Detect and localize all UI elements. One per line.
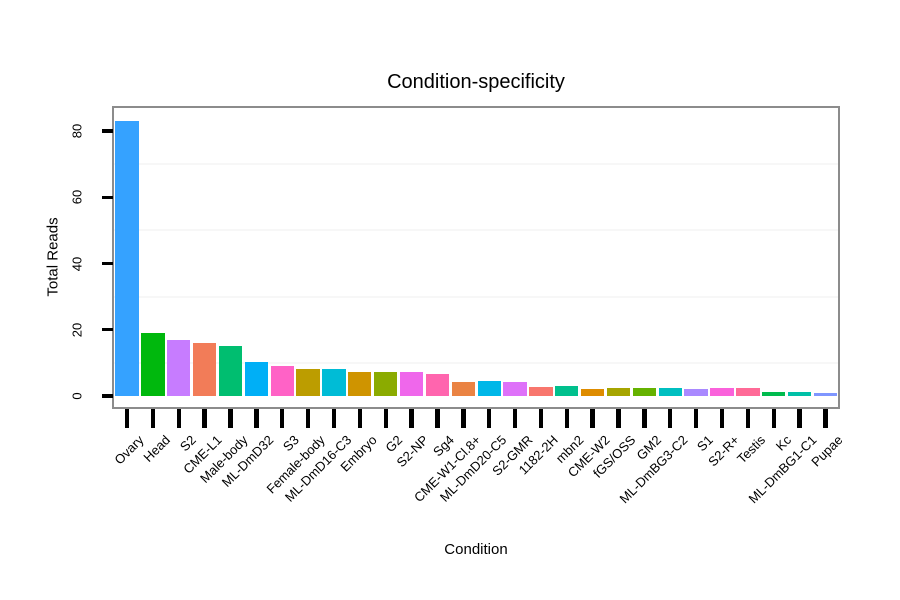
x-tick-mark	[564, 409, 569, 428]
y-tick-label: 20	[69, 322, 85, 337]
x-tick-label: Testis	[733, 432, 768, 467]
x-tick-mark	[719, 409, 725, 428]
x-tick-label: Head	[140, 432, 173, 465]
bar	[503, 381, 527, 396]
x-tick-mark	[693, 409, 699, 428]
bar	[348, 372, 372, 396]
x-tick-mark	[668, 409, 673, 428]
bar	[606, 388, 631, 396]
bar	[141, 333, 165, 396]
minor-gridline	[114, 229, 838, 232]
bar	[762, 392, 786, 396]
x-tick-label: Ovary	[111, 432, 147, 468]
x-tick-mark	[616, 409, 621, 428]
bar	[529, 387, 553, 396]
bar	[684, 389, 708, 396]
x-tick-mark	[305, 409, 311, 428]
minor-gridline	[114, 163, 838, 166]
bar	[322, 368, 346, 396]
x-tick-mark	[797, 409, 802, 428]
y-tick-mark	[101, 195, 113, 199]
x-tick-mark	[538, 409, 544, 428]
bar	[555, 385, 579, 396]
bar	[270, 366, 294, 396]
bar	[192, 343, 217, 396]
y-tick-label: 60	[69, 190, 85, 205]
x-tick-mark	[590, 409, 595, 428]
x-tick-mark	[461, 409, 466, 428]
x-tick-mark	[642, 409, 647, 428]
x-tick-mark	[202, 409, 207, 428]
y-tick-label: 80	[69, 123, 85, 139]
x-tick-mark	[486, 409, 492, 428]
x-tick-mark	[512, 409, 518, 428]
y-axis-title: Total Reads	[44, 217, 62, 297]
bar	[813, 392, 838, 396]
bar	[374, 371, 398, 396]
y-tick-mark	[101, 328, 113, 332]
x-tick-mark	[124, 409, 130, 428]
y-tick-mark	[101, 129, 113, 133]
bar	[787, 392, 812, 396]
bar	[736, 387, 760, 396]
x-tick-mark	[280, 409, 285, 428]
bar	[425, 374, 450, 396]
y-tick-mark	[101, 261, 113, 266]
bar	[710, 388, 734, 396]
bar	[296, 368, 320, 396]
x-tick-mark	[176, 409, 181, 428]
bar	[632, 388, 657, 396]
bar	[477, 380, 501, 396]
x-tick-mark	[409, 409, 414, 428]
bar	[658, 388, 682, 396]
x-tick-mark	[331, 409, 337, 428]
bar	[244, 361, 268, 396]
x-tick-mark	[771, 409, 776, 428]
bar	[581, 389, 605, 396]
x-axis-title: Condition	[444, 541, 508, 558]
bar	[167, 339, 191, 396]
y-tick-label: 40	[69, 256, 85, 271]
bar	[115, 121, 139, 396]
bar	[218, 345, 243, 396]
minor-gridline	[114, 361, 838, 364]
x-tick-mark	[254, 409, 259, 428]
chart-title: Condition-specificity	[387, 71, 565, 93]
y-tick-label: 0	[69, 392, 85, 400]
x-tick-mark	[435, 409, 440, 428]
x-tick-mark	[823, 409, 828, 428]
x-tick-mark	[357, 409, 363, 428]
y-tick-mark	[101, 394, 113, 398]
minor-gridline	[114, 295, 838, 298]
x-tick-mark	[745, 409, 751, 428]
x-tick-mark	[228, 409, 233, 428]
x-tick-mark	[150, 409, 156, 428]
x-tick-mark	[383, 409, 388, 428]
bar	[399, 371, 424, 396]
bar	[451, 382, 475, 396]
